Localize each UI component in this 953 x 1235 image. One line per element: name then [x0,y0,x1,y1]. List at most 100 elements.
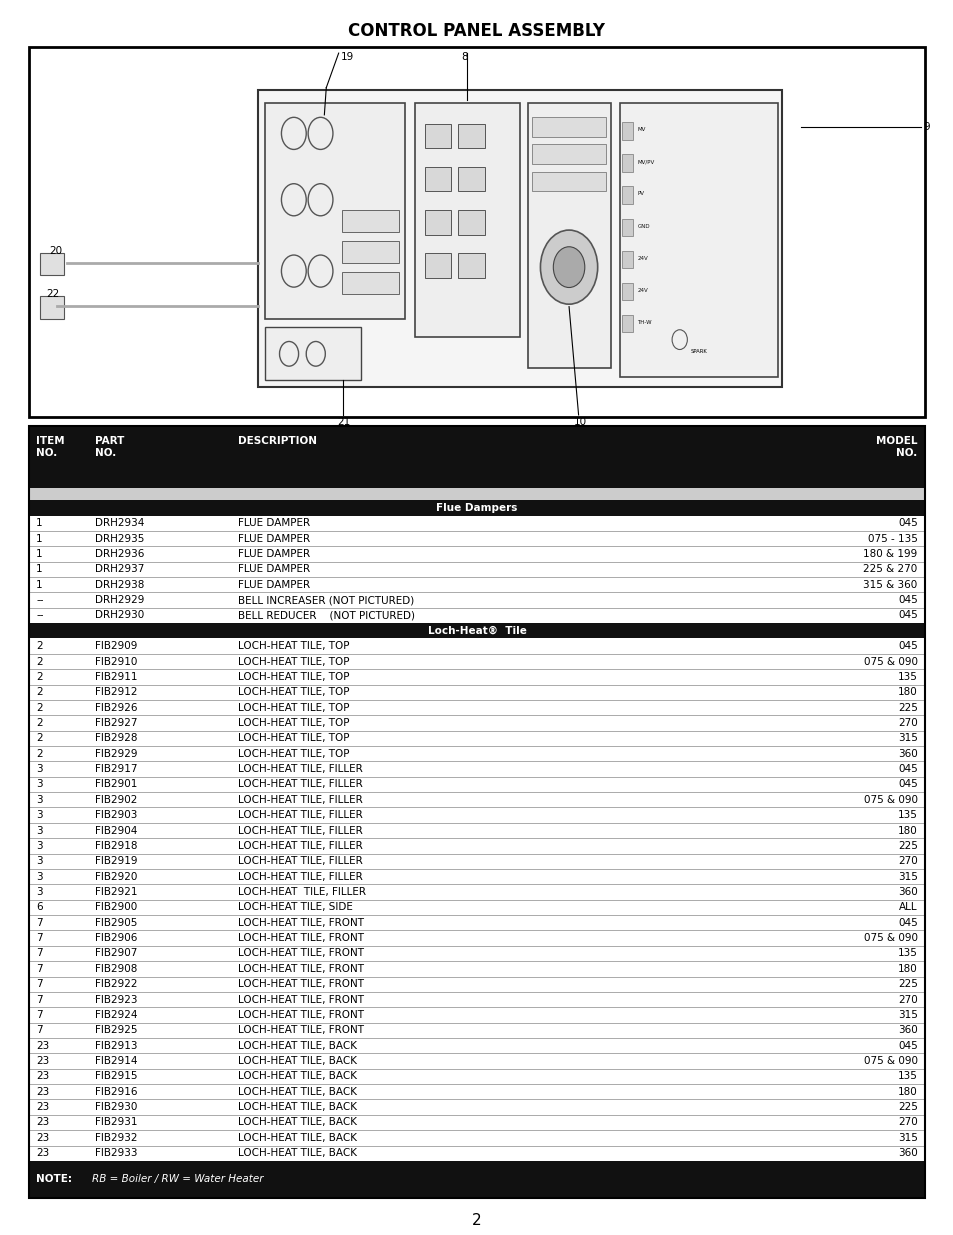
Text: 7: 7 [36,979,43,989]
Bar [621,122,633,140]
Text: 3: 3 [36,887,43,897]
Text: 270: 270 [897,718,917,727]
Text: 3: 3 [36,795,43,805]
Text: 7: 7 [36,934,43,944]
Bar [29,500,924,515]
Bar [621,251,633,268]
Bar [527,103,610,368]
Text: GND: GND [637,224,649,228]
Text: 045: 045 [897,595,917,605]
Text: FIB2900: FIB2900 [95,903,137,913]
Bar [621,186,633,204]
Text: 3: 3 [36,779,43,789]
Text: 7: 7 [36,948,43,958]
Text: 315: 315 [897,872,917,882]
Text: 180 & 199: 180 & 199 [862,548,917,559]
Text: LOCH-HEAT TILE, FRONT: LOCH-HEAT TILE, FRONT [238,979,364,989]
Text: 225: 225 [897,841,917,851]
Text: 225: 225 [897,703,917,713]
Text: Loch-Heat®  Tile: Loch-Heat® Tile [427,626,526,636]
Text: 1: 1 [36,519,43,529]
Text: 2: 2 [472,1213,481,1228]
Text: FIB2933: FIB2933 [95,1149,138,1158]
Text: FIB2922: FIB2922 [95,979,138,989]
Text: FIB2926: FIB2926 [95,703,138,713]
Text: 20: 20 [50,246,63,256]
Bar [40,296,64,319]
Text: FIB2921: FIB2921 [95,887,138,897]
Text: FIB2909: FIB2909 [95,641,137,651]
Text: LOCH-HEAT TILE, FILLER: LOCH-HEAT TILE, FILLER [238,841,363,851]
Text: 360: 360 [897,1025,917,1035]
Text: 045: 045 [897,519,917,529]
Text: LOCH-HEAT TILE, FILLER: LOCH-HEAT TILE, FILLER [238,764,363,774]
Bar [341,272,398,294]
Text: FIB2910: FIB2910 [95,657,137,667]
Text: 7: 7 [36,918,43,927]
Text: DRH2934: DRH2934 [95,519,145,529]
Text: --: -- [36,595,44,605]
Text: 2: 2 [36,718,43,727]
Bar [532,172,605,191]
Text: LOCH-HEAT TILE, FRONT: LOCH-HEAT TILE, FRONT [238,934,364,944]
Text: DRH2929: DRH2929 [95,595,145,605]
Text: 3: 3 [36,856,43,866]
Text: 21: 21 [336,417,350,427]
Text: FIB2903: FIB2903 [95,810,137,820]
Text: FIB2930: FIB2930 [95,1102,137,1113]
Text: 075 - 135: 075 - 135 [867,534,917,543]
Text: FIB2902: FIB2902 [95,795,137,805]
Text: 180: 180 [897,963,917,974]
Text: 19: 19 [340,52,354,62]
Text: 1: 1 [36,548,43,559]
Text: DESCRIPTION: DESCRIPTION [238,436,317,446]
Text: 9: 9 [923,122,929,132]
Bar [265,103,405,319]
Text: DRH2930: DRH2930 [95,610,145,620]
Bar [621,154,633,172]
Text: TH-W: TH-W [637,320,651,325]
Text: 2: 2 [36,748,43,758]
Text: 3: 3 [36,841,43,851]
Text: LOCH-HEAT TILE, TOP: LOCH-HEAT TILE, TOP [238,734,350,743]
Text: 2: 2 [36,657,43,667]
Text: LOCH-HEAT TILE, BACK: LOCH-HEAT TILE, BACK [238,1041,357,1051]
Text: LOCH-HEAT TILE, BACK: LOCH-HEAT TILE, BACK [238,1118,357,1128]
Text: 045: 045 [897,1041,917,1051]
Text: MV: MV [637,127,645,132]
Text: 22: 22 [46,289,59,299]
Bar [341,241,398,263]
Text: 24V: 24V [637,288,647,293]
Bar [40,253,64,275]
Text: 7: 7 [36,994,43,1004]
Text: 225 & 270: 225 & 270 [862,564,917,574]
Bar [265,327,360,380]
Text: LOCH-HEAT TILE, TOP: LOCH-HEAT TILE, TOP [238,672,350,682]
Text: FIB2918: FIB2918 [95,841,138,851]
Text: LOCH-HEAT TILE, BACK: LOCH-HEAT TILE, BACK [238,1132,357,1142]
Bar [424,210,451,235]
Text: 225: 225 [897,1102,917,1113]
Text: LOCH-HEAT TILE, FILLER: LOCH-HEAT TILE, FILLER [238,825,363,836]
Text: 24V: 24V [637,256,647,261]
Text: FIB2913: FIB2913 [95,1041,138,1051]
Text: FLUE DAMPER: FLUE DAMPER [238,579,311,589]
Text: 045: 045 [897,779,917,789]
Text: 3: 3 [36,764,43,774]
Text: LOCH-HEAT TILE, FILLER: LOCH-HEAT TILE, FILLER [238,810,363,820]
Bar [341,210,398,232]
Text: 1: 1 [36,564,43,574]
Text: DRH2935: DRH2935 [95,534,145,543]
Text: 23: 23 [36,1118,50,1128]
Bar [29,488,924,500]
Text: FIB2920: FIB2920 [95,872,137,882]
Text: LOCH-HEAT TILE, TOP: LOCH-HEAT TILE, TOP [238,687,350,698]
Text: Flue Dampers: Flue Dampers [436,503,517,513]
Text: NOTE:: NOTE: [36,1174,72,1184]
Text: 3: 3 [36,872,43,882]
Circle shape [539,230,597,304]
Bar [457,253,484,278]
Text: LOCH-HEAT TILE, FRONT: LOCH-HEAT TILE, FRONT [238,918,364,927]
Text: 360: 360 [897,887,917,897]
Text: 7: 7 [36,1010,43,1020]
